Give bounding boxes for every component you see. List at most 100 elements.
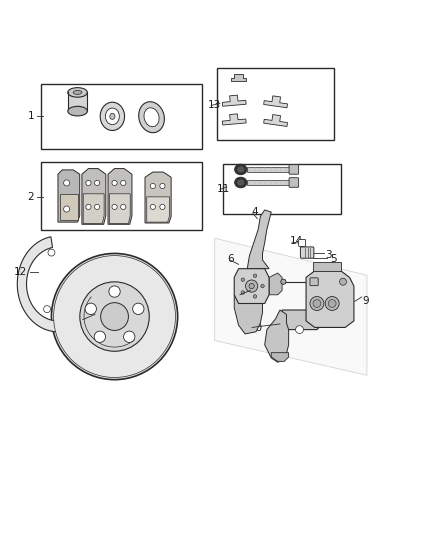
Ellipse shape (73, 91, 82, 94)
Circle shape (64, 180, 70, 186)
Ellipse shape (80, 282, 149, 351)
Bar (68, 92, 87, 111)
Polygon shape (313, 262, 341, 271)
Circle shape (241, 290, 244, 294)
Circle shape (150, 183, 155, 189)
FancyBboxPatch shape (289, 165, 299, 174)
Polygon shape (82, 168, 106, 224)
FancyBboxPatch shape (299, 239, 306, 246)
Polygon shape (223, 114, 246, 125)
Ellipse shape (238, 167, 244, 172)
Ellipse shape (235, 177, 247, 188)
Ellipse shape (68, 107, 87, 116)
Circle shape (313, 300, 321, 308)
Polygon shape (60, 194, 78, 220)
FancyBboxPatch shape (300, 247, 314, 258)
Ellipse shape (101, 303, 128, 330)
Circle shape (261, 284, 264, 288)
Circle shape (160, 204, 165, 209)
Polygon shape (231, 74, 247, 80)
Ellipse shape (110, 114, 115, 119)
Polygon shape (17, 237, 96, 332)
Polygon shape (282, 310, 321, 329)
Polygon shape (264, 115, 287, 126)
Polygon shape (83, 194, 104, 223)
Circle shape (109, 286, 120, 297)
Circle shape (120, 204, 126, 209)
Circle shape (296, 326, 304, 334)
Polygon shape (223, 95, 246, 106)
Ellipse shape (51, 254, 178, 379)
Polygon shape (145, 172, 171, 223)
Polygon shape (264, 96, 287, 108)
Circle shape (64, 206, 70, 212)
Circle shape (310, 296, 324, 310)
Polygon shape (247, 210, 271, 269)
Bar (217, 68, 334, 140)
FancyBboxPatch shape (310, 278, 318, 286)
Text: 4: 4 (252, 207, 258, 217)
Circle shape (112, 180, 117, 185)
Circle shape (328, 300, 336, 308)
Polygon shape (108, 168, 132, 224)
Polygon shape (215, 238, 367, 375)
Circle shape (85, 303, 96, 314)
Text: 12: 12 (14, 266, 27, 277)
Circle shape (120, 180, 126, 185)
Ellipse shape (68, 87, 87, 97)
Polygon shape (271, 353, 289, 361)
Text: 1: 1 (28, 111, 34, 122)
Text: 8: 8 (239, 292, 245, 302)
Ellipse shape (235, 164, 247, 175)
Polygon shape (147, 197, 170, 222)
Circle shape (133, 303, 144, 314)
Text: 10: 10 (250, 324, 263, 333)
Circle shape (95, 204, 100, 209)
Circle shape (48, 249, 55, 256)
Ellipse shape (246, 280, 258, 292)
Polygon shape (269, 273, 282, 295)
Ellipse shape (281, 279, 286, 284)
Circle shape (124, 331, 135, 342)
Ellipse shape (144, 108, 159, 127)
Polygon shape (306, 271, 354, 327)
Circle shape (86, 204, 91, 209)
Text: 2: 2 (28, 192, 34, 202)
Bar (247, 167, 291, 172)
Text: 14: 14 (290, 236, 303, 246)
Ellipse shape (238, 180, 244, 185)
Polygon shape (58, 170, 80, 222)
Circle shape (253, 295, 257, 298)
Ellipse shape (53, 256, 176, 377)
Circle shape (160, 183, 165, 189)
Text: 3: 3 (325, 250, 332, 260)
Ellipse shape (100, 102, 124, 131)
Text: 5: 5 (330, 254, 337, 264)
Bar (41, 84, 201, 149)
Circle shape (44, 305, 50, 313)
Text: 6: 6 (228, 254, 234, 264)
Circle shape (253, 274, 257, 278)
Circle shape (339, 278, 346, 285)
FancyBboxPatch shape (289, 177, 299, 187)
Circle shape (112, 204, 117, 209)
Polygon shape (234, 269, 269, 303)
Bar (41, 162, 201, 230)
Circle shape (94, 331, 106, 342)
Ellipse shape (249, 284, 254, 289)
Circle shape (95, 180, 100, 185)
Circle shape (241, 278, 244, 281)
Ellipse shape (139, 102, 164, 133)
Bar (247, 180, 291, 185)
Polygon shape (234, 295, 265, 334)
Text: 7: 7 (80, 314, 86, 325)
Polygon shape (265, 310, 289, 362)
Polygon shape (110, 194, 130, 223)
Text: 9: 9 (363, 296, 369, 306)
Ellipse shape (106, 108, 119, 125)
Circle shape (325, 296, 339, 310)
Bar (223, 164, 341, 214)
Circle shape (86, 180, 91, 185)
Circle shape (150, 204, 155, 209)
Text: 11: 11 (217, 184, 230, 195)
